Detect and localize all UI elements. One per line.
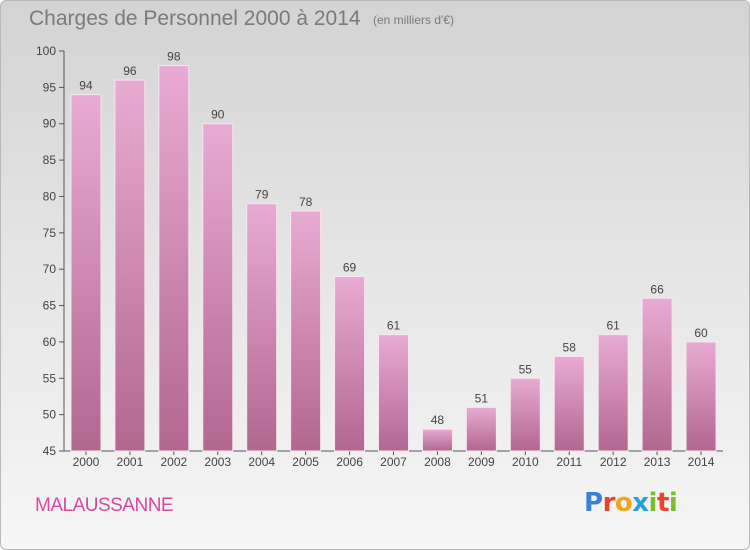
- x-tick-label: 2002: [160, 455, 187, 469]
- bar: [641, 297, 673, 452]
- x-tick-label: 2005: [292, 455, 319, 469]
- y-tick-label: 90: [43, 117, 57, 131]
- y-tick-label: 100: [36, 44, 56, 58]
- y-tick-label: 60: [43, 335, 57, 349]
- x-tick-label: 2012: [600, 455, 627, 469]
- bar-value-label: 66: [650, 282, 664, 296]
- x-tick-label: 2008: [424, 455, 451, 469]
- bar-value-label: 55: [519, 362, 533, 376]
- x-tick-label: 2009: [468, 455, 495, 469]
- bar-value-label: 94: [79, 79, 93, 93]
- chart-title: Charges de Personnel 2000 à 2014: [29, 7, 361, 30]
- proxiti-logo[interactable]: Proxiti: [584, 488, 678, 518]
- x-tick-label: 2014: [688, 455, 715, 469]
- logo-letter: P: [584, 488, 603, 518]
- city-name: MALAUSSANNE: [35, 495, 174, 516]
- x-tick-label: 2011: [556, 455, 582, 469]
- bar-value-label: 61: [606, 319, 620, 333]
- bar: [334, 275, 366, 452]
- bar-value-label: 79: [255, 188, 269, 202]
- bar: [70, 94, 102, 452]
- bar-value-label: 98: [167, 50, 181, 64]
- chart-subtitle: (en milliers d'€): [373, 13, 454, 27]
- bar-value-label: 48: [431, 413, 445, 427]
- bar: [114, 79, 146, 452]
- y-tick-label: 95: [43, 80, 57, 94]
- y-tick-label: 45: [43, 444, 57, 458]
- bar: [290, 210, 322, 452]
- bar-value-label: 61: [387, 319, 401, 333]
- y-tick-label: 80: [43, 189, 57, 203]
- y-tick-label: 85: [43, 153, 57, 167]
- x-tick-label: 2004: [248, 455, 275, 469]
- logo-letter: i: [668, 488, 678, 518]
- bar: [509, 377, 541, 452]
- y-tick-label: 55: [43, 371, 57, 385]
- bar-value-label: 51: [475, 391, 489, 405]
- bar: [465, 406, 497, 452]
- bar: [553, 355, 585, 452]
- logo-letter: r: [602, 488, 616, 518]
- logo-letter: o: [614, 488, 633, 518]
- bar-value-label: 78: [299, 195, 313, 209]
- y-tick-label: 65: [43, 299, 57, 313]
- bar-value-label: 60: [694, 326, 708, 340]
- bar-value-label: 69: [343, 260, 357, 274]
- x-tick-label: 2000: [73, 455, 100, 469]
- bar: [421, 428, 453, 452]
- x-tick-label: 2010: [512, 455, 539, 469]
- bar: [685, 341, 717, 452]
- x-tick-label: 2013: [644, 455, 671, 469]
- x-tick-label: 2003: [204, 455, 231, 469]
- y-tick-label: 70: [43, 262, 57, 276]
- logo-letter: t: [656, 488, 669, 518]
- bar: [158, 65, 190, 452]
- bar: [597, 334, 629, 452]
- bar-value-label: 58: [563, 340, 577, 354]
- y-tick-label: 50: [43, 408, 57, 422]
- x-tick-label: 2007: [380, 455, 407, 469]
- bar: [202, 123, 234, 452]
- x-tick-label: 2001: [117, 455, 144, 469]
- bar: [246, 203, 278, 452]
- x-tick-label: 2006: [336, 455, 363, 469]
- bar-value-label: 96: [123, 64, 137, 78]
- bar: [378, 334, 409, 452]
- bar-value-label: 90: [211, 108, 225, 122]
- logo-letter: i: [648, 488, 658, 518]
- y-tick-label: 75: [43, 226, 57, 240]
- logo-letter: x: [632, 488, 649, 518]
